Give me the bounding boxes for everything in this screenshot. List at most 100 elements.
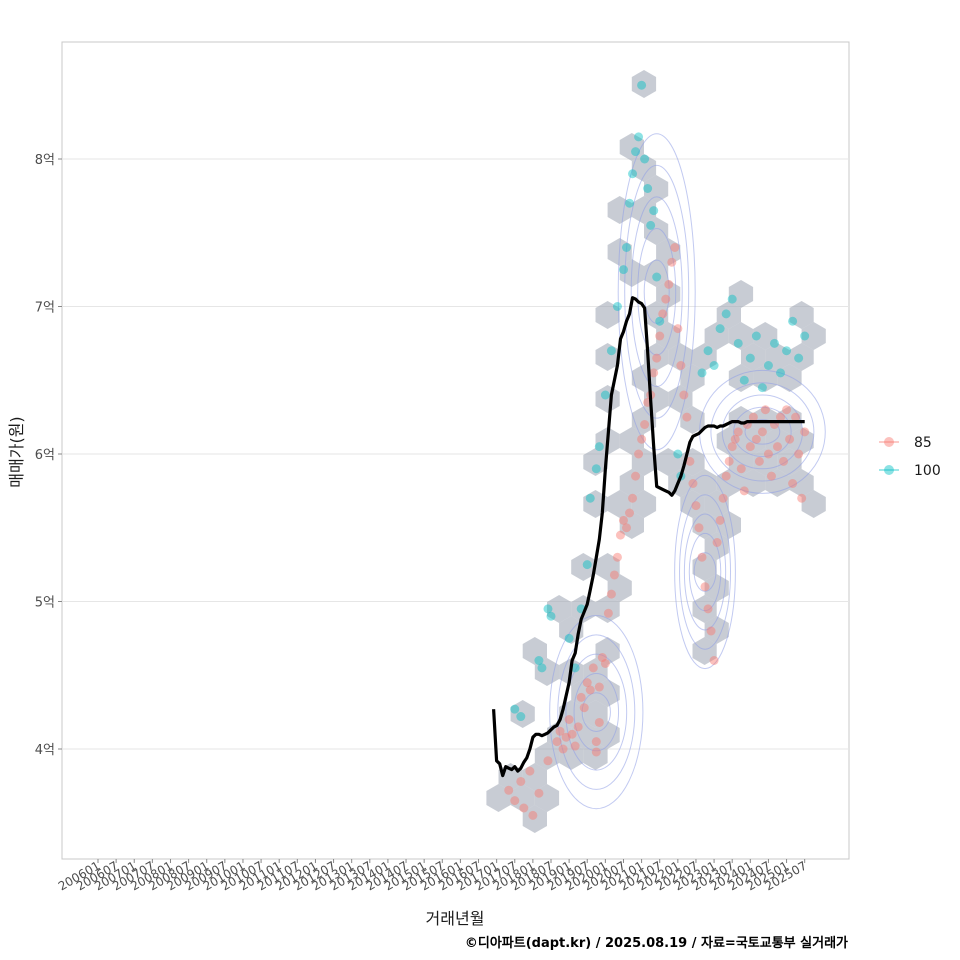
point-85 — [579, 703, 589, 713]
density-contour — [683, 513, 727, 631]
density-contour — [733, 406, 792, 457]
hexbin-cell — [644, 343, 669, 371]
density-contour — [721, 394, 804, 470]
hexbin-cell — [728, 406, 754, 434]
point-85 — [794, 449, 804, 459]
point-85 — [760, 405, 770, 415]
point-85 — [691, 501, 701, 511]
point-100 — [733, 338, 743, 348]
point-100 — [516, 712, 526, 722]
plot-panel — [61, 41, 850, 860]
hexbin-cell — [656, 238, 681, 266]
point-100 — [612, 302, 622, 311]
point-85 — [612, 552, 622, 562]
hexbin-cell — [728, 280, 754, 308]
point-85 — [649, 368, 659, 378]
point-100 — [757, 383, 767, 393]
point-85 — [609, 570, 619, 580]
point-85 — [763, 449, 773, 459]
point-85 — [655, 331, 665, 341]
hexbin-cell — [765, 343, 790, 371]
point-85 — [751, 434, 761, 444]
point-85 — [591, 747, 601, 757]
point-85 — [634, 449, 644, 459]
point-100 — [739, 375, 749, 385]
y-tick-label: 6억 — [35, 448, 55, 463]
point-100 — [697, 368, 707, 378]
hexbin-cell — [644, 301, 669, 329]
point-85 — [727, 442, 737, 452]
hexbin-cell — [510, 784, 535, 812]
hexbin-cell — [692, 511, 717, 539]
point-85 — [558, 744, 568, 754]
point-85 — [776, 412, 786, 422]
y-tick-label: 8억 — [35, 153, 55, 168]
hexbin-cell — [656, 280, 681, 308]
point-85 — [797, 493, 807, 503]
density-contour — [581, 692, 611, 732]
hexbin-cell — [522, 637, 547, 665]
point-85 — [564, 715, 574, 724]
point-85 — [766, 471, 776, 481]
hexbin-cell — [522, 763, 547, 791]
hexbin-cell — [668, 343, 693, 371]
density-contour — [643, 259, 670, 324]
point-85 — [709, 656, 719, 665]
point-100 — [640, 154, 650, 164]
y-axis-title: 매매가(원) — [7, 416, 26, 487]
hexbin-cell — [777, 364, 802, 392]
point-100 — [625, 198, 635, 208]
point-85 — [730, 434, 740, 444]
point-85 — [688, 479, 698, 488]
hexbin-cell — [583, 448, 608, 476]
y-tick-label: 5억 — [35, 596, 55, 611]
point-100 — [763, 361, 773, 370]
hexbin-cell — [801, 322, 826, 350]
hexbin-cell — [607, 574, 632, 602]
hexbin-cell — [692, 595, 717, 623]
hexbin-cell — [704, 322, 729, 350]
point-85 — [591, 737, 601, 747]
hexbin-cell — [559, 742, 584, 770]
hexbin-cell — [571, 553, 596, 581]
point-85 — [628, 493, 638, 503]
point-85 — [679, 390, 689, 400]
point-85 — [615, 530, 625, 540]
point-100 — [631, 147, 641, 157]
point-85 — [510, 796, 520, 806]
legend: 85 100 — [879, 435, 941, 479]
hexbin-cell — [644, 217, 669, 245]
hexbin-cell — [728, 322, 754, 350]
point-85 — [694, 523, 704, 533]
hexbin-cell — [692, 553, 717, 581]
point-100 — [564, 633, 574, 643]
hexbin-cell — [656, 448, 681, 476]
point-85 — [670, 243, 680, 252]
point-85 — [528, 810, 538, 820]
hexbin-cell — [704, 616, 729, 644]
density-contour — [557, 634, 636, 790]
point-100 — [646, 220, 656, 230]
density-contour — [710, 382, 815, 482]
x-axis: 2006012006072007012007072008012008072009… — [56, 858, 809, 893]
hexbin-cell — [692, 343, 717, 371]
trend-line — [492, 296, 805, 778]
point-85 — [664, 279, 674, 289]
hexbin-cell — [692, 637, 717, 665]
density-contour — [693, 552, 717, 592]
point-85 — [561, 732, 571, 742]
hexbin-cell — [741, 343, 766, 371]
point-100 — [782, 346, 792, 356]
hexbin-cell — [644, 259, 669, 287]
point-85 — [588, 663, 598, 673]
legend-100-label: 100 — [914, 463, 941, 479]
point-85 — [567, 729, 577, 739]
hexbin-cell — [619, 427, 644, 455]
hexbin-cell — [631, 154, 657, 182]
point-85 — [555, 726, 565, 736]
point-85 — [685, 456, 695, 466]
hexbin-cell — [789, 469, 814, 497]
point-85 — [594, 682, 604, 692]
point-85 — [788, 479, 798, 488]
point-85 — [594, 717, 604, 727]
